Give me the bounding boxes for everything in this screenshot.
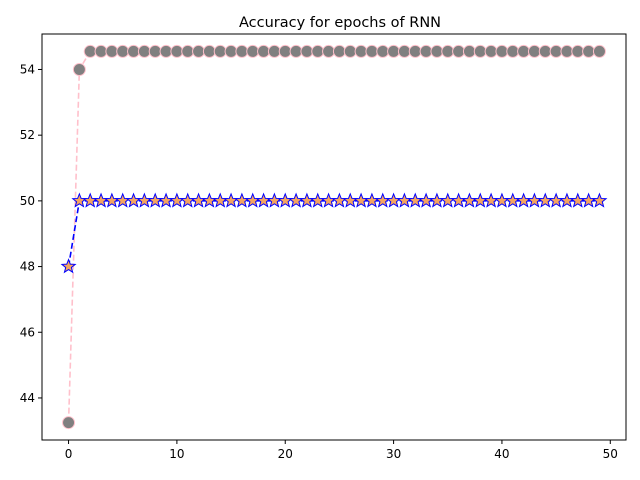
series-0-point bbox=[148, 44, 162, 58]
series-0-point bbox=[506, 44, 520, 58]
y-tick-label: 50 bbox=[20, 194, 35, 208]
x-tick-label: 10 bbox=[169, 447, 184, 461]
series-0-point bbox=[560, 44, 574, 58]
series-0-point bbox=[62, 416, 76, 430]
series-0-point bbox=[257, 44, 271, 58]
series-0-point bbox=[452, 44, 466, 58]
series-0-point bbox=[246, 44, 260, 58]
series-0-point bbox=[365, 44, 379, 58]
series-layer bbox=[60, 44, 608, 430]
series-0-point bbox=[343, 44, 357, 58]
series-0-point bbox=[137, 44, 151, 58]
series-0-point bbox=[213, 44, 227, 58]
x-tick-label: 20 bbox=[278, 447, 293, 461]
series-0-point bbox=[376, 44, 390, 58]
y-tick-label: 54 bbox=[20, 62, 35, 76]
series-0-point bbox=[224, 44, 238, 58]
series-0-point bbox=[289, 44, 303, 58]
series-0-point bbox=[462, 44, 476, 58]
series-0-point bbox=[592, 44, 606, 58]
y-tick-label: 46 bbox=[20, 325, 35, 339]
series-0-point bbox=[72, 62, 86, 76]
series-0-point bbox=[105, 44, 119, 58]
series-0-point bbox=[235, 44, 249, 58]
series-0-point bbox=[408, 44, 422, 58]
series-0-point bbox=[159, 44, 173, 58]
y-tick-label: 44 bbox=[20, 391, 35, 405]
x-tick-label: 50 bbox=[603, 447, 618, 461]
series-0-point bbox=[441, 44, 455, 58]
plot-area bbox=[42, 34, 626, 440]
series-0 bbox=[62, 44, 606, 430]
series-0-point bbox=[202, 44, 216, 58]
series-0-point bbox=[94, 44, 108, 58]
series-0-point bbox=[430, 44, 444, 58]
y-tick-label: 48 bbox=[20, 260, 35, 274]
series-0-point bbox=[181, 44, 195, 58]
series-0-point bbox=[83, 44, 97, 58]
series-0-point bbox=[127, 44, 141, 58]
series-0-point bbox=[549, 44, 563, 58]
series-0-point bbox=[267, 44, 281, 58]
series-0-point bbox=[495, 44, 509, 58]
series-0-point bbox=[278, 44, 292, 58]
series-0-point bbox=[311, 44, 325, 58]
series-0-point bbox=[300, 44, 314, 58]
series-0-point bbox=[354, 44, 368, 58]
axis-layer: 0 10 20 30 40 50 44 46 48 50 52 54 bbox=[20, 33, 627, 461]
plot-frame bbox=[41, 33, 627, 441]
series-0-point bbox=[473, 44, 487, 58]
series-0-point bbox=[538, 44, 552, 58]
x-tick-label: 40 bbox=[494, 447, 509, 461]
series-0-point bbox=[322, 44, 336, 58]
series-0-point bbox=[527, 44, 541, 58]
series-0-point bbox=[387, 44, 401, 58]
series-0-point bbox=[116, 44, 130, 58]
series-1-point bbox=[60, 258, 77, 274]
chart-title: Accuracy for epochs of RNN bbox=[239, 15, 441, 31]
x-tick-label: 0 bbox=[65, 447, 73, 461]
series-0-point bbox=[484, 44, 498, 58]
series-1-point bbox=[591, 192, 608, 208]
series-0-point bbox=[582, 44, 596, 58]
series-0-point bbox=[332, 44, 346, 58]
series-0-point bbox=[571, 44, 585, 58]
series-0-point bbox=[517, 44, 531, 58]
y-tick-label: 52 bbox=[20, 128, 35, 142]
series-0-point bbox=[192, 44, 206, 58]
series-0-point bbox=[419, 44, 433, 58]
series-0-point bbox=[170, 44, 184, 58]
series-0-point bbox=[397, 44, 411, 58]
series-1 bbox=[60, 192, 608, 274]
x-tick-label: 30 bbox=[386, 447, 401, 461]
